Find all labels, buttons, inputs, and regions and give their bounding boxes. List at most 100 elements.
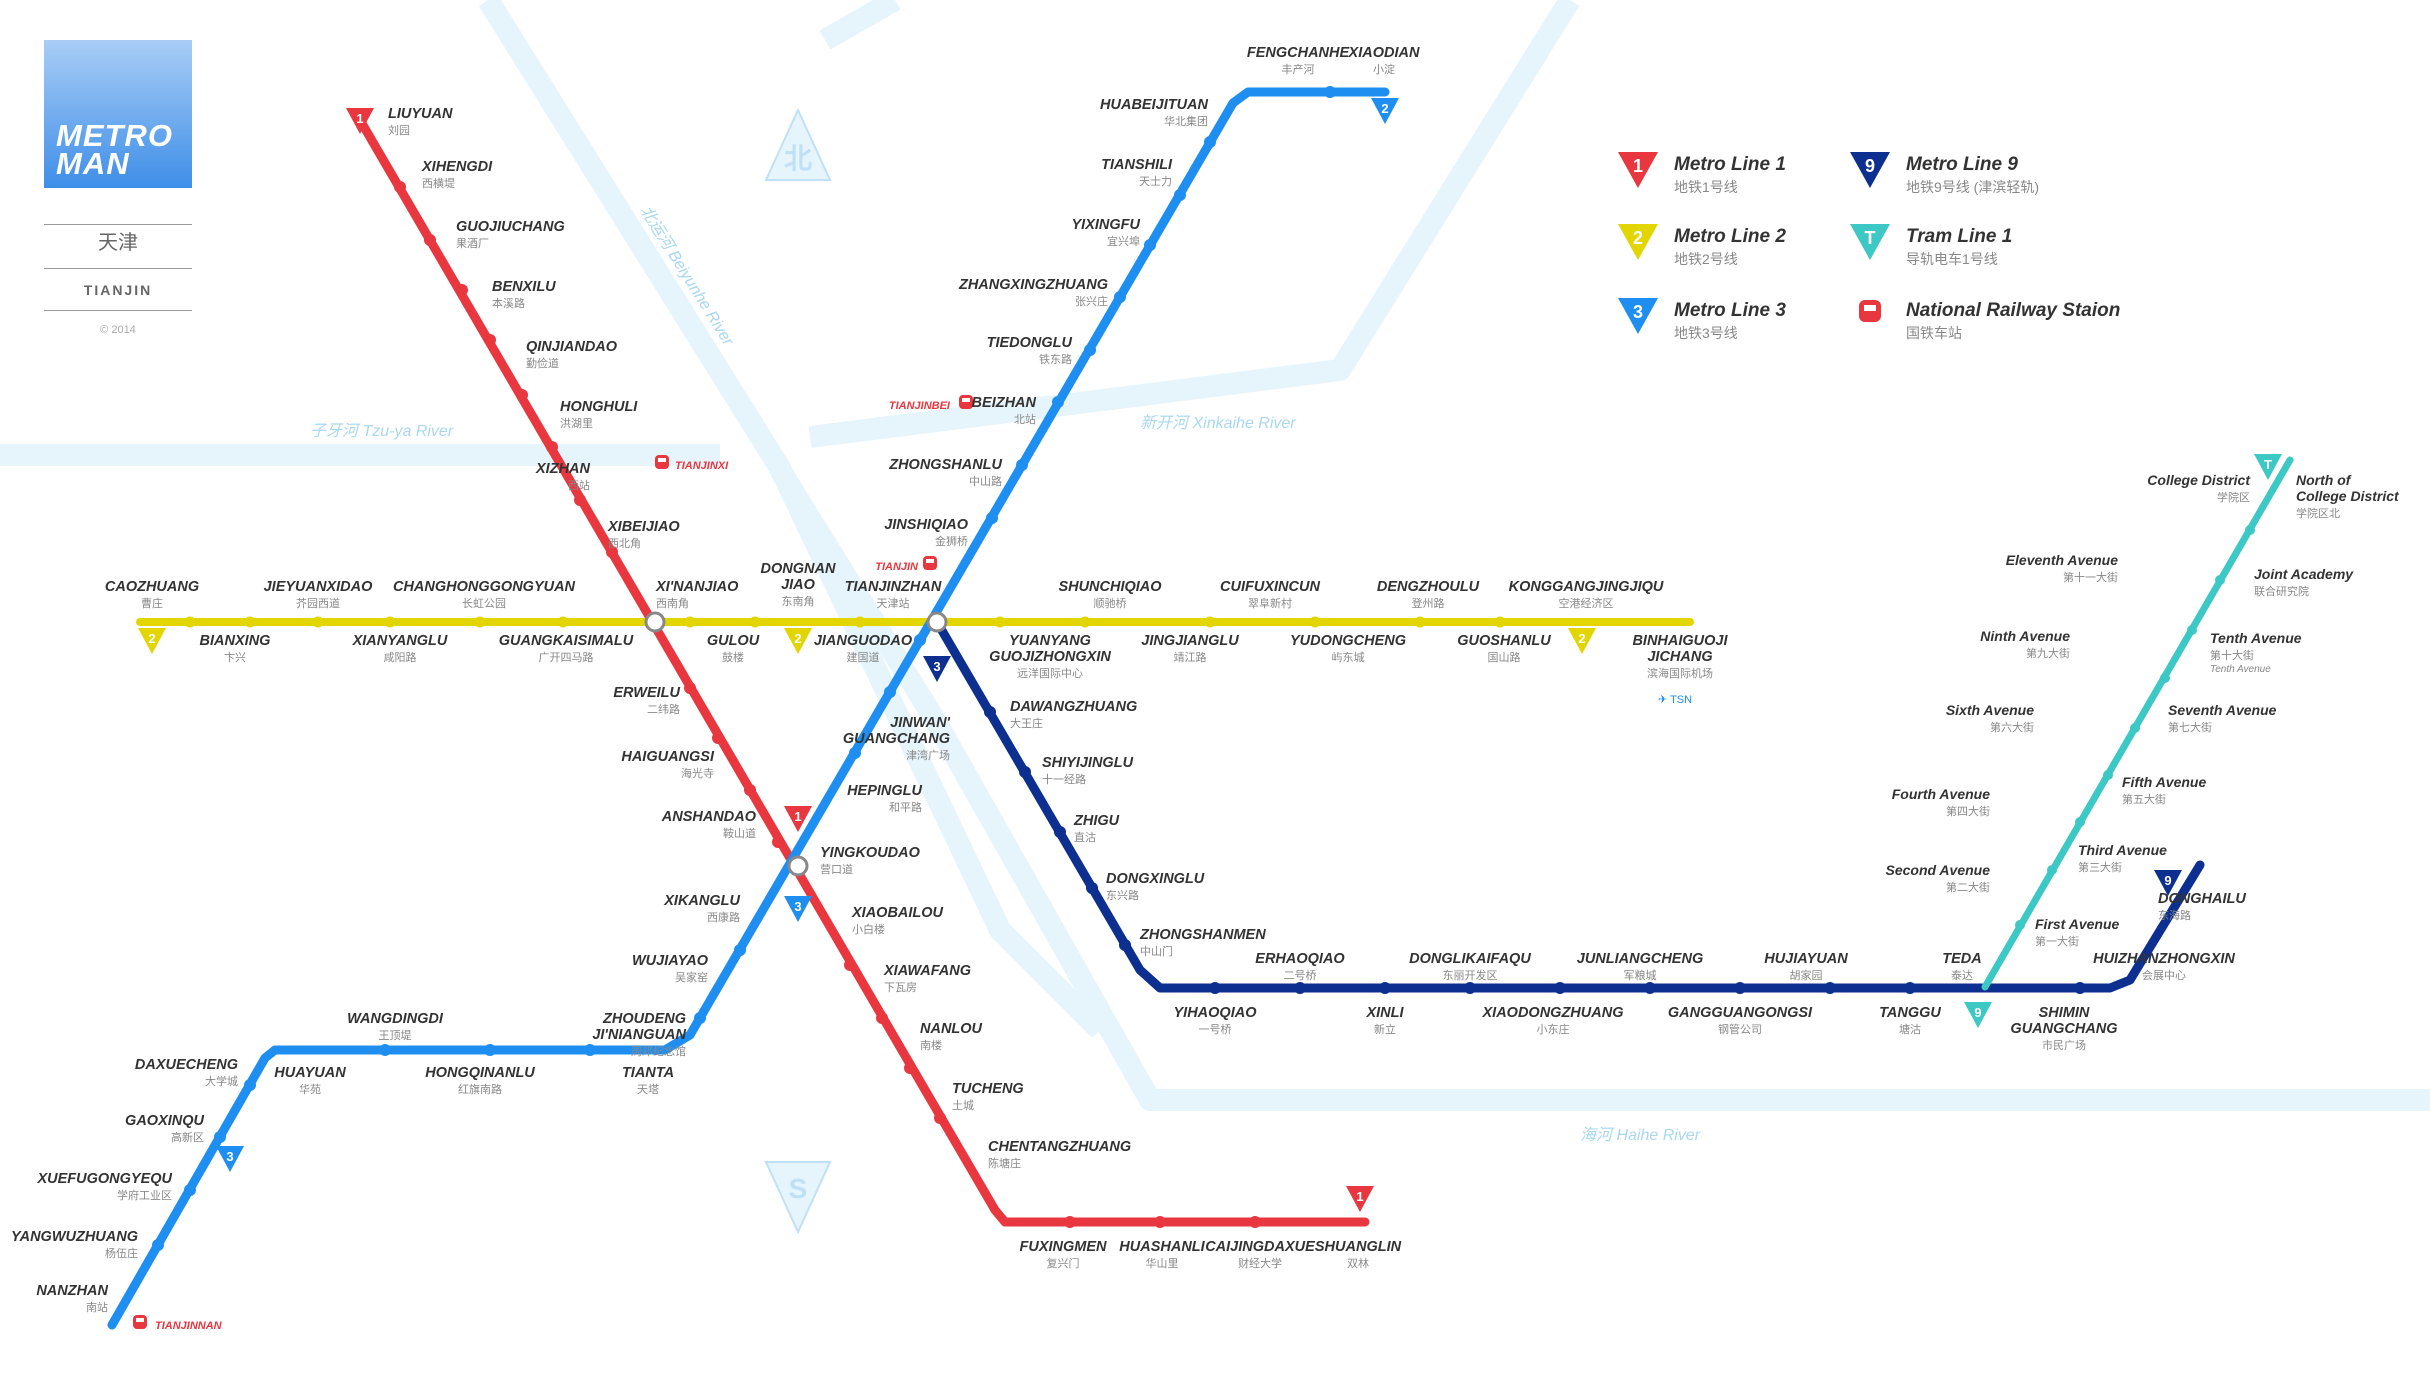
legend-name: Tram Line 1 [1906,226,2012,247]
station-name: HUABEIJITUAN [1100,97,1208,113]
station-name: TANGGU [1879,1005,1941,1021]
line2-station-tick [474,616,486,628]
line3-badge-icon [784,896,812,922]
station-label: LIUYUAN 刘园 [388,106,453,137]
legend-badge-number: 1 [1633,156,1643,176]
station-name-zh: 屿东城 [1332,651,1365,664]
station-name: XIZHAN [535,461,591,477]
tram1-station-tick [2130,723,2140,733]
line3-station-tick [914,634,926,646]
legend-badge-number: 3 [1633,302,1643,322]
station-label: Eleventh Avenue 第十一大街 [2006,552,2119,584]
station-name-zh: 建国道 [847,650,880,664]
station-name-zh: 第十大街 [2210,648,2254,662]
line3-station-tick [484,1044,496,1056]
station-name: XIAODONGZHUANG [1482,1005,1624,1021]
line2-station-tick [244,616,256,628]
legend-badge-icon [1618,298,1658,334]
line9-station-tick [1294,982,1306,994]
interchange-ring [787,855,809,877]
station-name: Third Avenue [2078,842,2167,858]
line9-station-tick [1644,982,1656,994]
line1-path [355,115,1370,1227]
tram1-station-tick [2047,865,2057,875]
station-name-zh: 小东庄 [1537,1022,1570,1036]
station-name-zh: 直沽 [1074,830,1096,844]
station-name-zh: 红旗南路 [458,1082,502,1096]
legend-badge-icon [1850,224,1890,260]
station-name: XIAOBAILOU [851,905,944,921]
station-name-zh: 西康路 [707,910,740,924]
station-name: TIANJINZHAN [845,579,942,595]
station-name: Ninth Avenue [1980,628,2070,644]
station-name-zh: 营口道 [820,862,853,876]
station-label: JINGJIANGLU 靖江路 [1141,633,1239,664]
compass: 北 S [764,107,832,1235]
rail-label: TIANJIN [875,561,919,573]
line2-station-tick [557,616,569,628]
station-name-zh: 中山门 [1140,944,1173,958]
station-name-zh: 北站 [1014,412,1036,426]
station-name-zh: 鼓楼 [722,650,744,664]
line2-badge-icon [1568,628,1596,654]
rail-label: TIANJINBEI [889,400,951,412]
legend-name: National Railway Staion [1906,300,2120,321]
station-name: YIXINGFU [1072,217,1141,233]
line2-station-tick [854,616,866,628]
station-name: SHUANGLIN [1315,1239,1402,1255]
station-name: GANGGUANGONGSI [1668,1005,1813,1021]
station-name: FENGCHANHE [1247,45,1351,61]
station-name-zh: 天士力 [1139,175,1172,188]
line3-station-tick [1114,291,1126,303]
line2-station-tick [312,616,324,628]
station-name: CHANGHONGGONGYUAN [393,579,576,595]
station-name-zh: 周邓纪念馆 [631,1044,686,1058]
station-name-zh: 长虹公园 [462,597,506,610]
station-name-zh: 第四大街 [1946,804,1990,818]
station-name: XINLI [1365,1005,1404,1021]
legend-badge-icon [1618,152,1658,188]
line9-station-tick [1554,982,1566,994]
station-name: JINGJIANGLU [1141,633,1239,649]
station-name-zh: 芥园西道 [296,596,340,610]
station-name: ZHONGSHANLU [888,457,1002,473]
line1-station-tick [456,284,468,296]
station-name: First Avenue [2035,916,2119,932]
station-name-zh: 宜兴埠 [1107,234,1140,248]
line3-station-tick [1144,239,1156,251]
station-name-zh: 一号桥 [1199,1023,1232,1036]
station-name: ERHAOQIAO [1255,951,1345,967]
station-name: HUASHANLI [1119,1239,1205,1255]
north-compass-icon [764,107,832,181]
station-label: Fourth Avenue 第四大街 [1892,786,1990,818]
divider [44,224,192,225]
legend-item: 3 Metro Line 3 地铁3号线 [1618,298,1786,341]
logo-title-2: MAN [56,146,130,181]
station-name: JINSHIQIAO [884,517,969,533]
station-name: ERWEILU [613,685,680,701]
station-name-zh: 小淀 [1373,62,1395,76]
line3-station-tick [986,512,998,524]
city-name-zh: 天津 [98,232,138,254]
station-name-zh: 第二大街 [1946,880,1990,894]
station-name: JUNLIANGCHENG [1577,951,1703,967]
station-name-zh: 土城 [952,1099,974,1112]
divider [44,310,192,311]
station-name-zh: 南站 [86,1300,108,1314]
tram1-station-tick [2075,817,2085,827]
station-name-zh: 卞兴 [224,650,246,664]
